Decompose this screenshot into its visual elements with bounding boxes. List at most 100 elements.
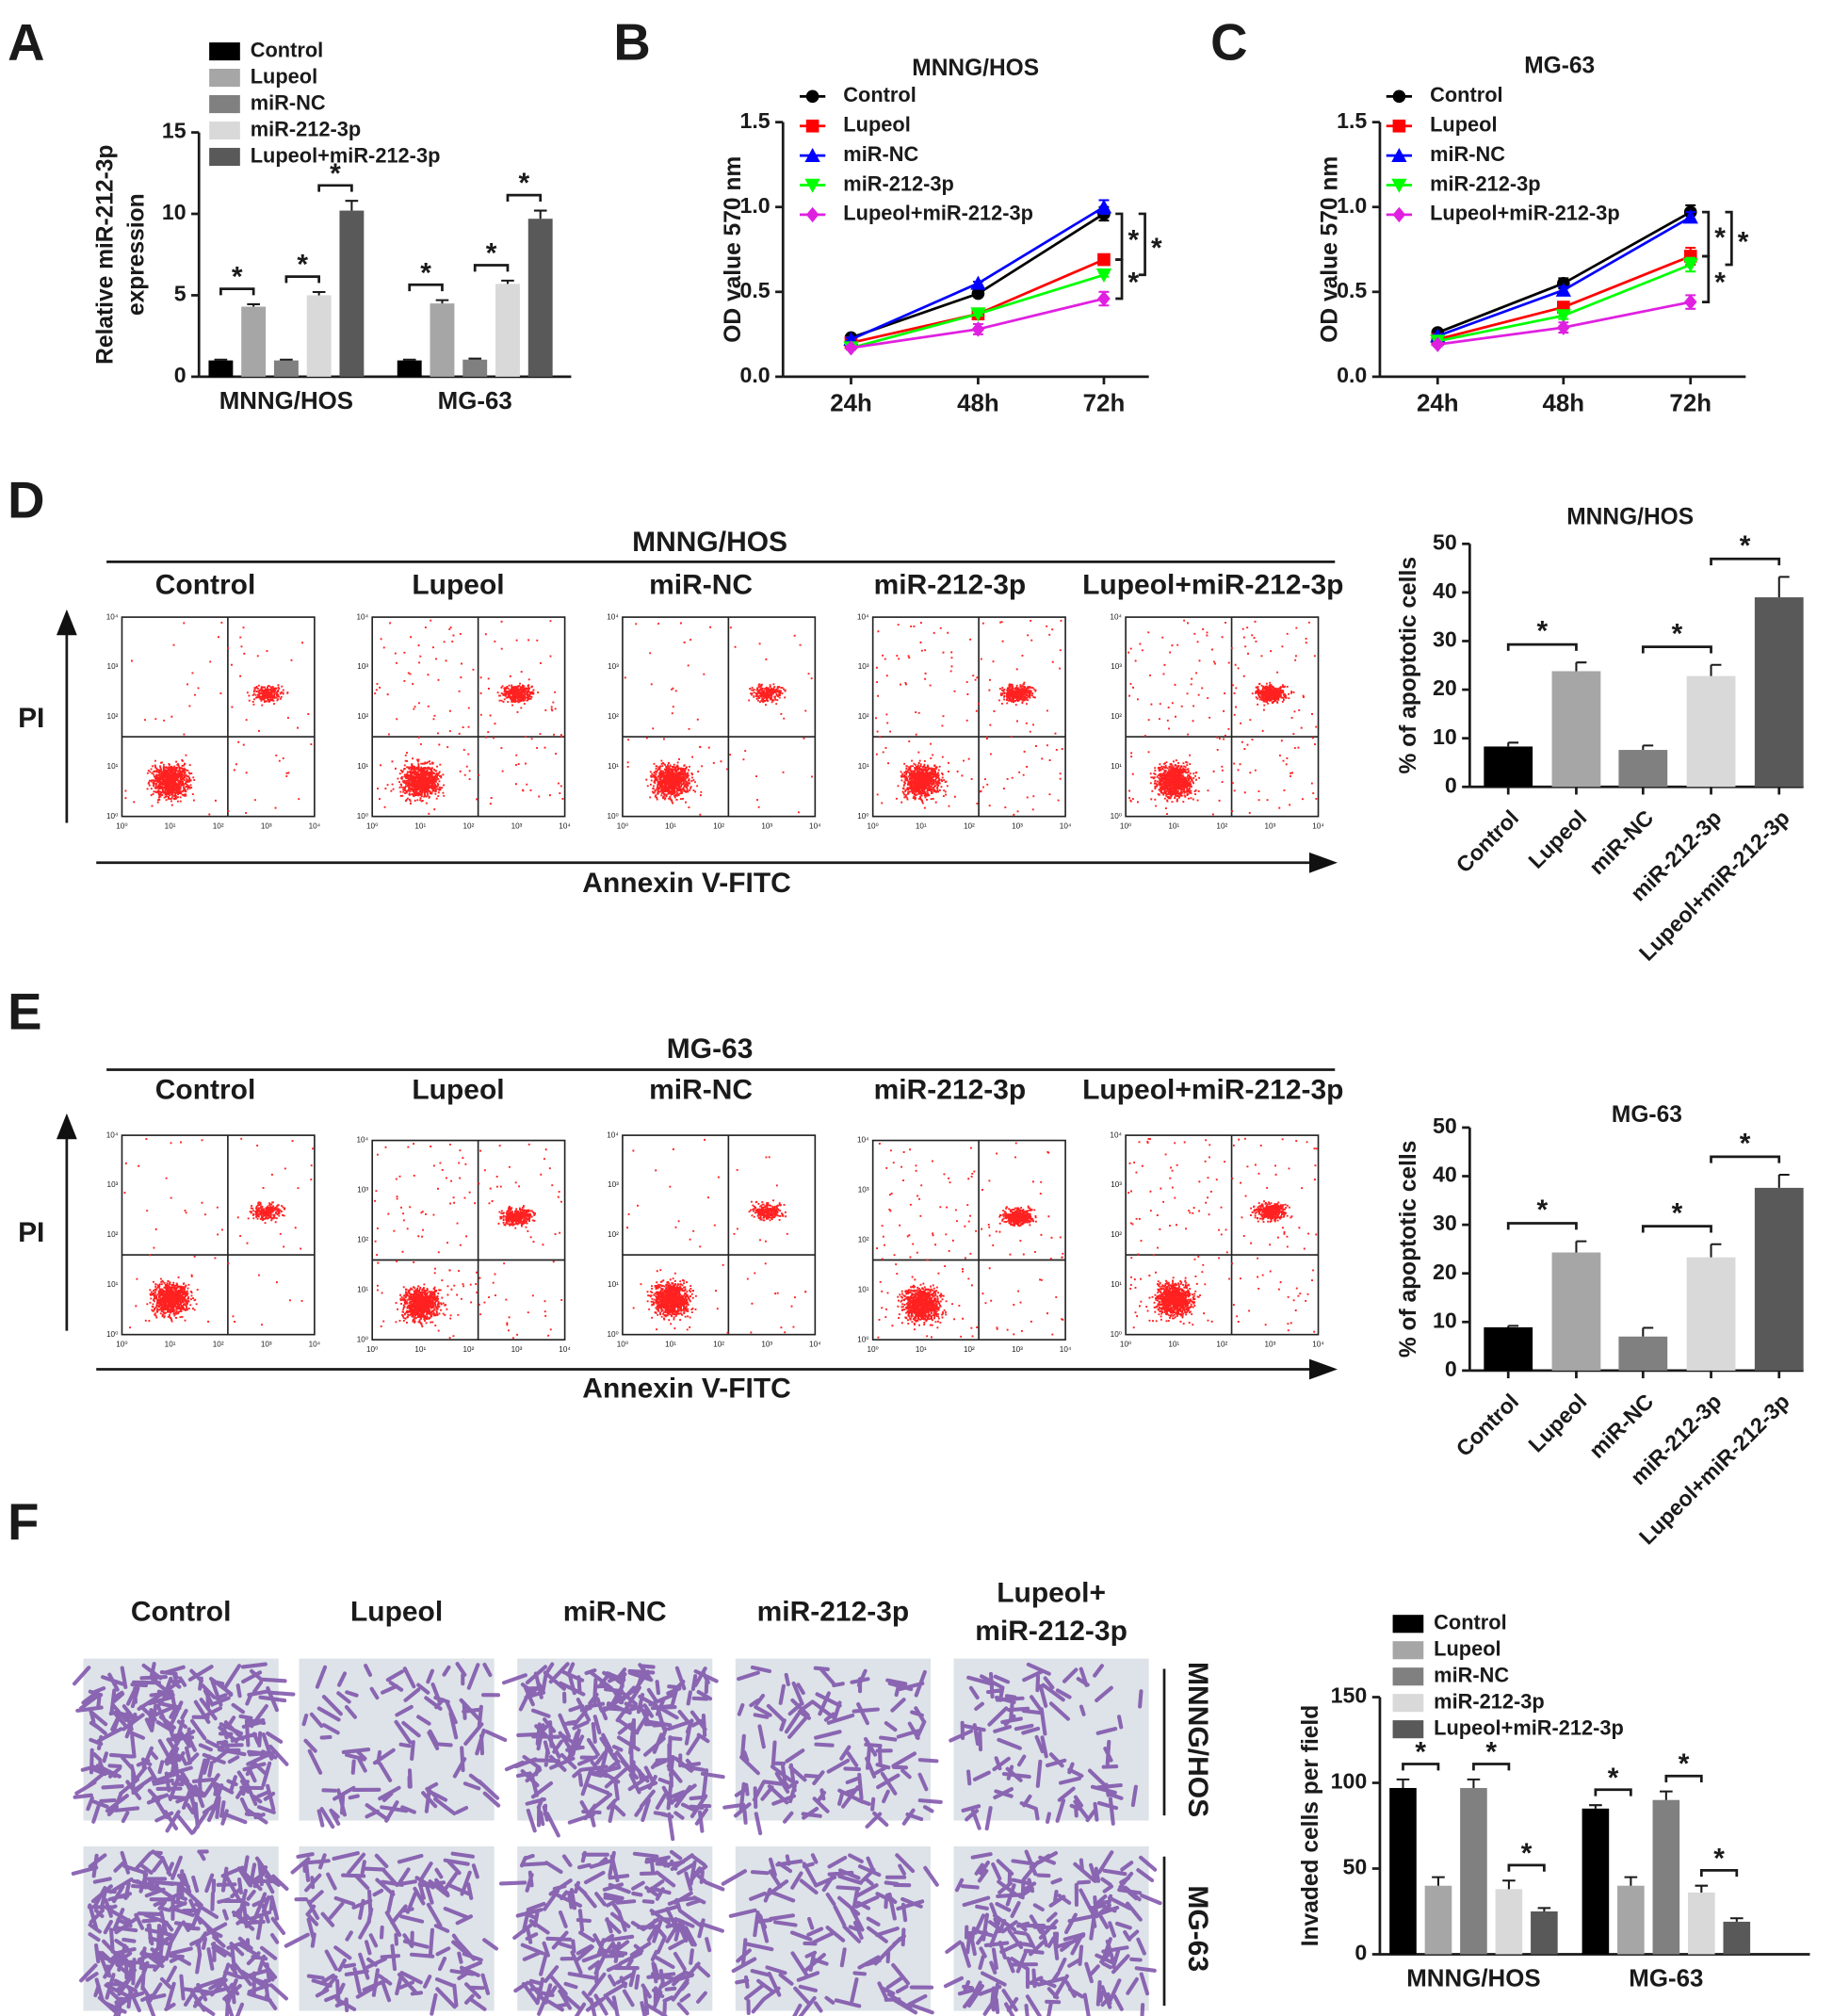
chart-title: MNNG/HOS: [912, 56, 1039, 81]
marker: [1392, 119, 1406, 133]
bar: [1688, 1892, 1715, 1955]
significance-label: *: [232, 262, 243, 293]
flow-tick-label: 10⁴: [809, 1341, 821, 1349]
significance-label: *: [1127, 225, 1139, 256]
y-tick-label: 0: [1445, 1357, 1457, 1381]
flow-tick-label: 10¹: [1111, 1280, 1122, 1289]
flow-tick-label: 10³: [357, 662, 368, 671]
panel-label: F: [8, 1493, 39, 1551]
marker: [1391, 147, 1407, 162]
significance-label: *: [1672, 618, 1683, 649]
flow-tick-label: 10⁴: [857, 1136, 869, 1145]
flow-plot: [622, 616, 817, 818]
flow-dots: [374, 1143, 563, 1340]
column-label: miR-NC: [649, 569, 753, 600]
significance-bracket: [473, 264, 510, 272]
error-bar: [1642, 744, 1654, 751]
error-bar: [345, 200, 359, 211]
flow-tick-label: 10¹: [165, 822, 176, 831]
bar: [241, 306, 267, 377]
flow-tick-label: 10²: [463, 822, 475, 831]
flow-tick-label: 10²: [964, 822, 975, 831]
x-tick-label: MNNG/HOS: [219, 388, 353, 415]
flow-tick-label: 10⁰: [867, 1345, 878, 1354]
y-arrow-head: [56, 609, 77, 636]
y-tick-label: 20: [1433, 1260, 1457, 1284]
error-bar: [468, 357, 482, 360]
marker: [805, 119, 819, 133]
bar: [1389, 1787, 1417, 1955]
y-tick-label: 0.0: [1337, 363, 1367, 387]
marker: [1392, 89, 1406, 104]
error-bar: [501, 279, 514, 285]
marker: [1095, 199, 1112, 214]
column-label: Control: [155, 1075, 256, 1106]
significance-bracket: [1506, 642, 1578, 651]
flow-tick-label: 10⁰: [357, 1335, 368, 1343]
marker: [1431, 336, 1445, 352]
flow-tick-label: 10¹: [665, 1341, 676, 1349]
flow-tick-label: 10²: [713, 1341, 724, 1349]
invasion-cells: [722, 1665, 943, 1836]
flow-tick-label: 10³: [1012, 822, 1023, 831]
flow-tick-label: 10³: [858, 1186, 869, 1195]
significance-bracket: [1138, 212, 1146, 277]
x-tick-label: Control: [1452, 805, 1524, 878]
error-bar: [1396, 1778, 1410, 1788]
column-label: miR-212-3p: [975, 1616, 1127, 1647]
x-tick-label: 48h: [957, 391, 999, 417]
bar: [1754, 1187, 1804, 1371]
panel-label: B: [613, 14, 650, 72]
column-label: Lupeol+miR-212-3p: [1082, 1075, 1343, 1106]
row-label: MG-63: [1182, 1885, 1213, 1972]
significance-label: *: [1151, 233, 1162, 264]
significance-bracket: [317, 184, 353, 192]
significance-bracket: [1710, 557, 1781, 566]
flow-tick-label: 10⁴: [559, 1345, 571, 1354]
significance-bracket: [1710, 1155, 1781, 1163]
column-label: miR-212-3p: [874, 1075, 1027, 1106]
flow-tick-label: 10¹: [1168, 822, 1179, 831]
flow-tick-label: 10²: [858, 712, 869, 721]
flow-dots: [1127, 1137, 1318, 1333]
flow-tick-label: 10³: [261, 1341, 272, 1349]
bar: [1582, 1808, 1610, 1955]
invasion-cells: [949, 1662, 1144, 1831]
y-tick-label: 10: [162, 200, 187, 224]
invasion-cells: [301, 1662, 508, 1829]
flow-tick-label: 10²: [608, 712, 619, 721]
bar: [1551, 671, 1601, 788]
significance-label: *: [1521, 1838, 1533, 1869]
flow-tick-label: 10⁴: [607, 1130, 619, 1139]
legend-swatch: [209, 147, 240, 167]
bar: [1460, 1787, 1487, 1955]
panel-label: C: [1210, 14, 1247, 72]
column-label: miR-NC: [563, 1597, 667, 1628]
legend-label: Lupeol: [1430, 113, 1497, 137]
x-tick-label: MNNG/HOS: [1406, 1966, 1540, 1992]
significance-label: *: [1485, 1736, 1497, 1767]
marker: [805, 89, 819, 104]
invasion-cells: [501, 1662, 725, 1842]
marker: [844, 340, 858, 356]
quadrant-lines: [622, 1135, 816, 1335]
y-axis-label: OD value 570 nm: [721, 156, 746, 343]
legend-label: Lupeol: [843, 113, 910, 137]
bar: [462, 359, 488, 377]
flow-tick-label: 10²: [213, 1341, 224, 1349]
x-tick-label: Lupeol: [1523, 805, 1591, 873]
flow-tick-label: 10¹: [916, 1345, 927, 1354]
error-bar: [1432, 1876, 1445, 1886]
bar: [1424, 1885, 1452, 1955]
flow-tick-label: 10⁰: [857, 812, 868, 821]
significance-bracket: [1699, 1868, 1739, 1878]
bar: [1484, 746, 1533, 788]
flow-tick-label: 10⁴: [1110, 1130, 1122, 1139]
marker: [804, 178, 820, 193]
significance-bracket: [1664, 1774, 1703, 1783]
flow-plot: [121, 616, 316, 818]
flow-tick-label: 10¹: [858, 762, 869, 771]
flow-tick-label: 10⁰: [366, 1345, 378, 1354]
y-tick-label: 30: [1433, 1211, 1457, 1235]
flow-tick-label: 10³: [1111, 1180, 1122, 1189]
